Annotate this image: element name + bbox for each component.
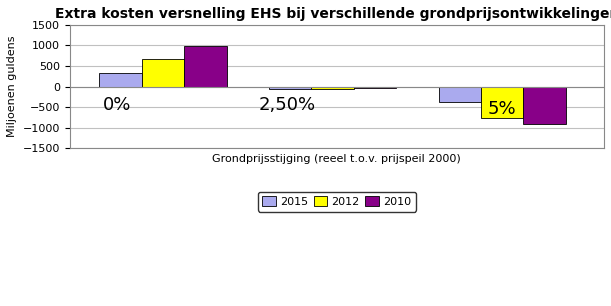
Bar xyxy=(354,87,396,88)
Text: 2,50%: 2,50% xyxy=(258,96,315,114)
Bar xyxy=(481,87,524,118)
Title: Extra kosten versnelling EHS bij verschillende grondprijsontwikkelingen: Extra kosten versnelling EHS bij verschi… xyxy=(54,7,611,21)
Bar xyxy=(184,46,227,87)
Bar xyxy=(269,87,312,89)
Y-axis label: Miljoenen guldens: Miljoenen guldens xyxy=(7,36,17,137)
Bar xyxy=(142,58,184,87)
Bar xyxy=(439,87,481,102)
Bar xyxy=(524,87,566,124)
Text: 5%: 5% xyxy=(488,100,516,118)
Bar xyxy=(312,87,354,89)
Legend: 2015, 2012, 2010: 2015, 2012, 2010 xyxy=(258,192,415,212)
Text: 0%: 0% xyxy=(103,96,131,114)
X-axis label: Grondprijsstijging (reeel t.o.v. prijspeil 2000): Grondprijsstijging (reeel t.o.v. prijspe… xyxy=(213,154,461,164)
Bar xyxy=(100,73,142,87)
